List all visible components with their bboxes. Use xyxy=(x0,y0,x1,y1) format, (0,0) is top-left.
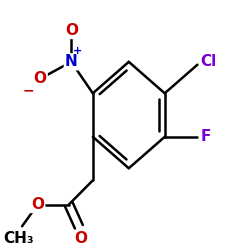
Text: O: O xyxy=(34,71,46,86)
Text: −: − xyxy=(22,84,34,98)
Text: O: O xyxy=(65,23,78,38)
Text: +: + xyxy=(73,46,82,56)
Text: F: F xyxy=(201,129,211,144)
Text: O: O xyxy=(74,231,87,246)
Text: CH₃: CH₃ xyxy=(3,231,34,246)
Text: Cl: Cl xyxy=(201,54,217,69)
Text: O: O xyxy=(31,197,44,212)
Text: N: N xyxy=(65,54,78,69)
